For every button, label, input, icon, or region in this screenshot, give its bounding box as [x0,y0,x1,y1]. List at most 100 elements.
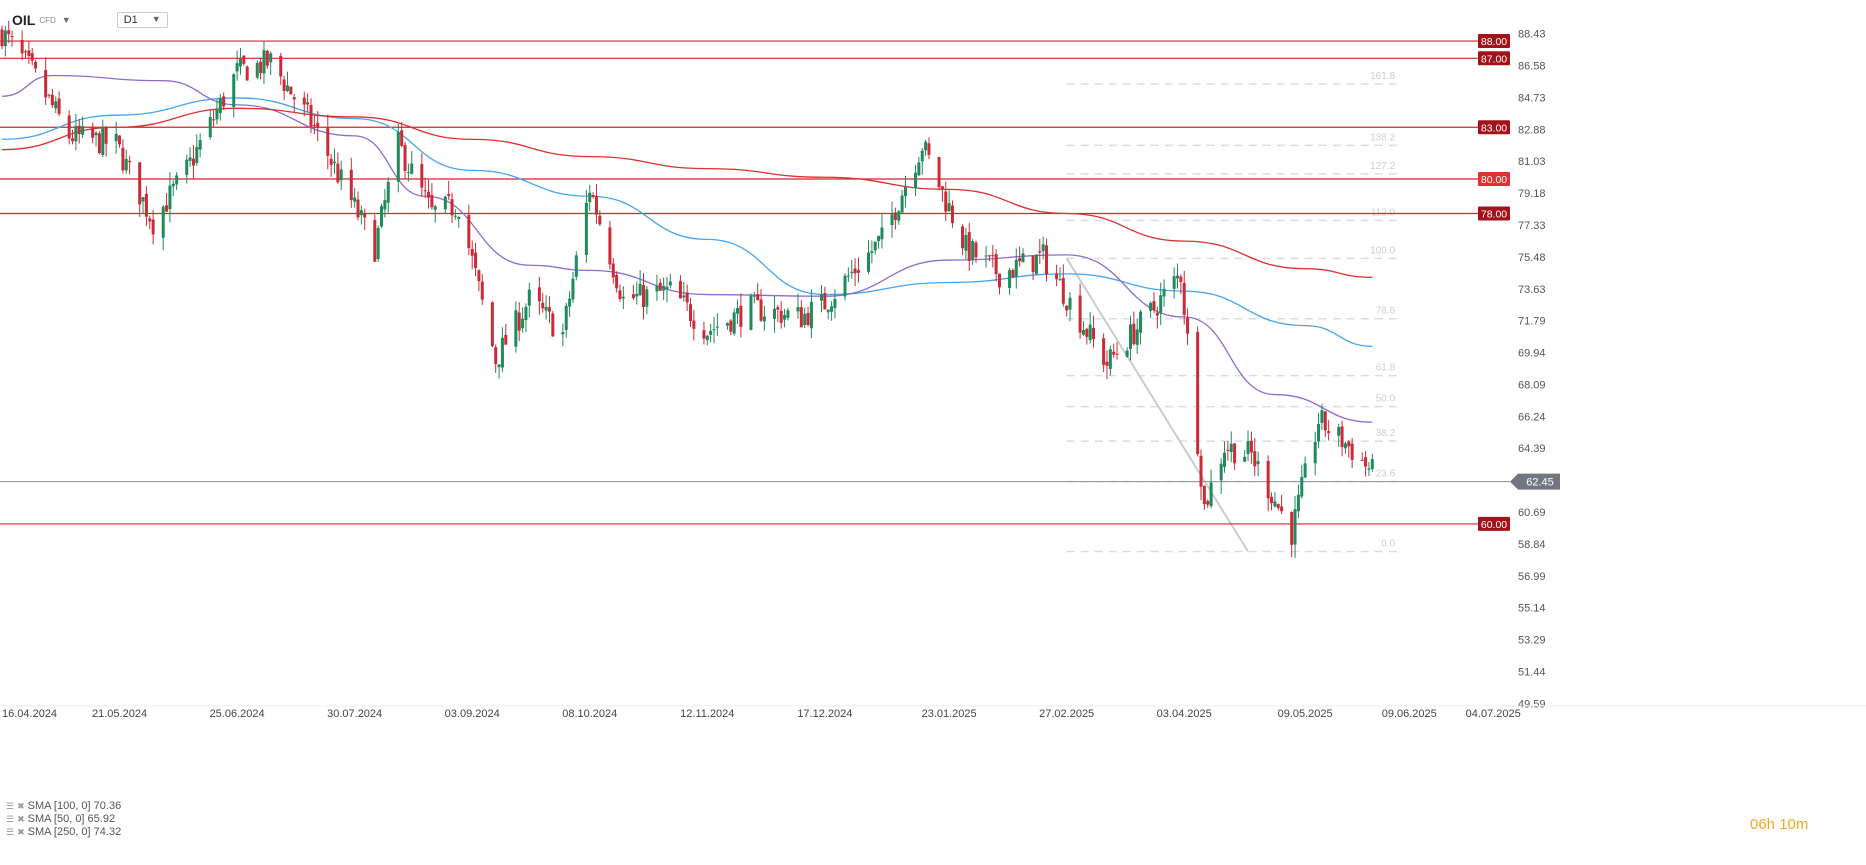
candle-body [1347,441,1351,447]
candle [124,149,128,174]
candle [410,150,414,175]
timeframe-select[interactable]: D1 ▼ [116,12,168,28]
candle [678,275,682,299]
candle [447,180,451,200]
candle-body [725,323,729,326]
candle-body [356,199,360,218]
x-tick-label: 12.11.2024 [680,708,734,720]
candle [309,98,313,134]
candle-body [292,97,296,100]
symbol-dropdown-icon[interactable]: ▼ [61,15,71,25]
legend-item-sma250[interactable]: ☰ ✖ SMA [250, 0] 74.32 [6,826,121,839]
candle-body [403,145,407,171]
candle-body [514,310,518,347]
candle-body [588,192,592,203]
candle-body [1196,332,1200,454]
candle [1182,270,1186,325]
candle [1108,345,1112,376]
symbol-name[interactable]: OIL [12,12,36,28]
candle [1088,312,1092,344]
candle [1266,455,1270,512]
candle-body [57,98,61,114]
candle-body [470,248,474,256]
candle [873,241,877,255]
candle [853,258,857,287]
candle-body [329,158,333,165]
candle-body [1172,276,1176,289]
candle [715,313,719,336]
candle [497,364,501,379]
candle [994,249,998,282]
settings-icon[interactable]: ☰ [6,801,15,811]
candle [950,200,954,228]
candle [114,121,118,154]
candle-body [1102,338,1106,365]
candle [527,282,531,318]
fib-level-label: 0.0 [1381,539,1395,550]
settings-icon[interactable]: ☰ [6,814,15,824]
candle-body [920,150,924,162]
candle-body [739,305,743,327]
candle [608,220,612,270]
candle-body [756,294,760,301]
candle-body [1085,328,1089,337]
candle [658,278,662,292]
candle-body [1370,459,1374,469]
close-icon[interactable]: ✖ [17,814,25,824]
candle [846,267,850,282]
level-tag: 83.00 [1478,120,1510,135]
candle-body [148,218,152,222]
candle-body [1045,245,1049,275]
candle [359,205,363,225]
candle [967,222,971,271]
candle [373,214,377,263]
candle-body [1139,311,1143,333]
close-icon[interactable]: ✖ [17,827,25,837]
candle-body [1303,463,1307,478]
close-icon[interactable]: ✖ [17,801,25,811]
candle [588,184,592,211]
candle [1102,333,1106,373]
candle [336,152,340,184]
y-tick-label: 66.24 [1518,411,1546,423]
legend-item-sma50[interactable]: ☰ ✖ SMA [50, 0] 65.92 [6,813,121,826]
candle [433,204,437,223]
candle [490,301,494,348]
candle [638,270,642,296]
candle-body [1135,329,1139,345]
candle [564,302,568,338]
candle-body [490,302,494,347]
candle-body [655,285,659,292]
candle-body [799,307,803,328]
candle-body [591,195,595,197]
candle-body [165,205,169,212]
candle [215,99,219,125]
candle [598,210,602,227]
candle [702,321,706,345]
symbol-type: CFD [39,15,56,25]
candle [262,40,266,85]
candle-body [1038,251,1042,253]
candle [631,284,635,300]
candle-body [571,278,575,300]
candle [850,259,854,279]
legend-item-sma100[interactable]: ☰ ✖ SMA [100, 0] 70.36 [6,800,121,813]
candle [1092,315,1096,348]
candle [329,153,333,177]
candle-body [796,307,800,312]
level-tag-box [1478,51,1510,66]
candle-body [1367,468,1371,470]
candle-body [457,217,461,219]
candle-body [1176,275,1180,279]
candle-body [715,326,719,328]
candle-body [1290,512,1294,545]
x-tick-label: 04.07.2025 [1466,708,1521,720]
candle-body [1276,504,1280,508]
candle-body [494,347,498,365]
candle-body [527,289,531,306]
candle-body [689,304,693,322]
settings-icon[interactable]: ☰ [6,827,15,837]
candle [467,204,471,256]
candle [457,215,461,228]
